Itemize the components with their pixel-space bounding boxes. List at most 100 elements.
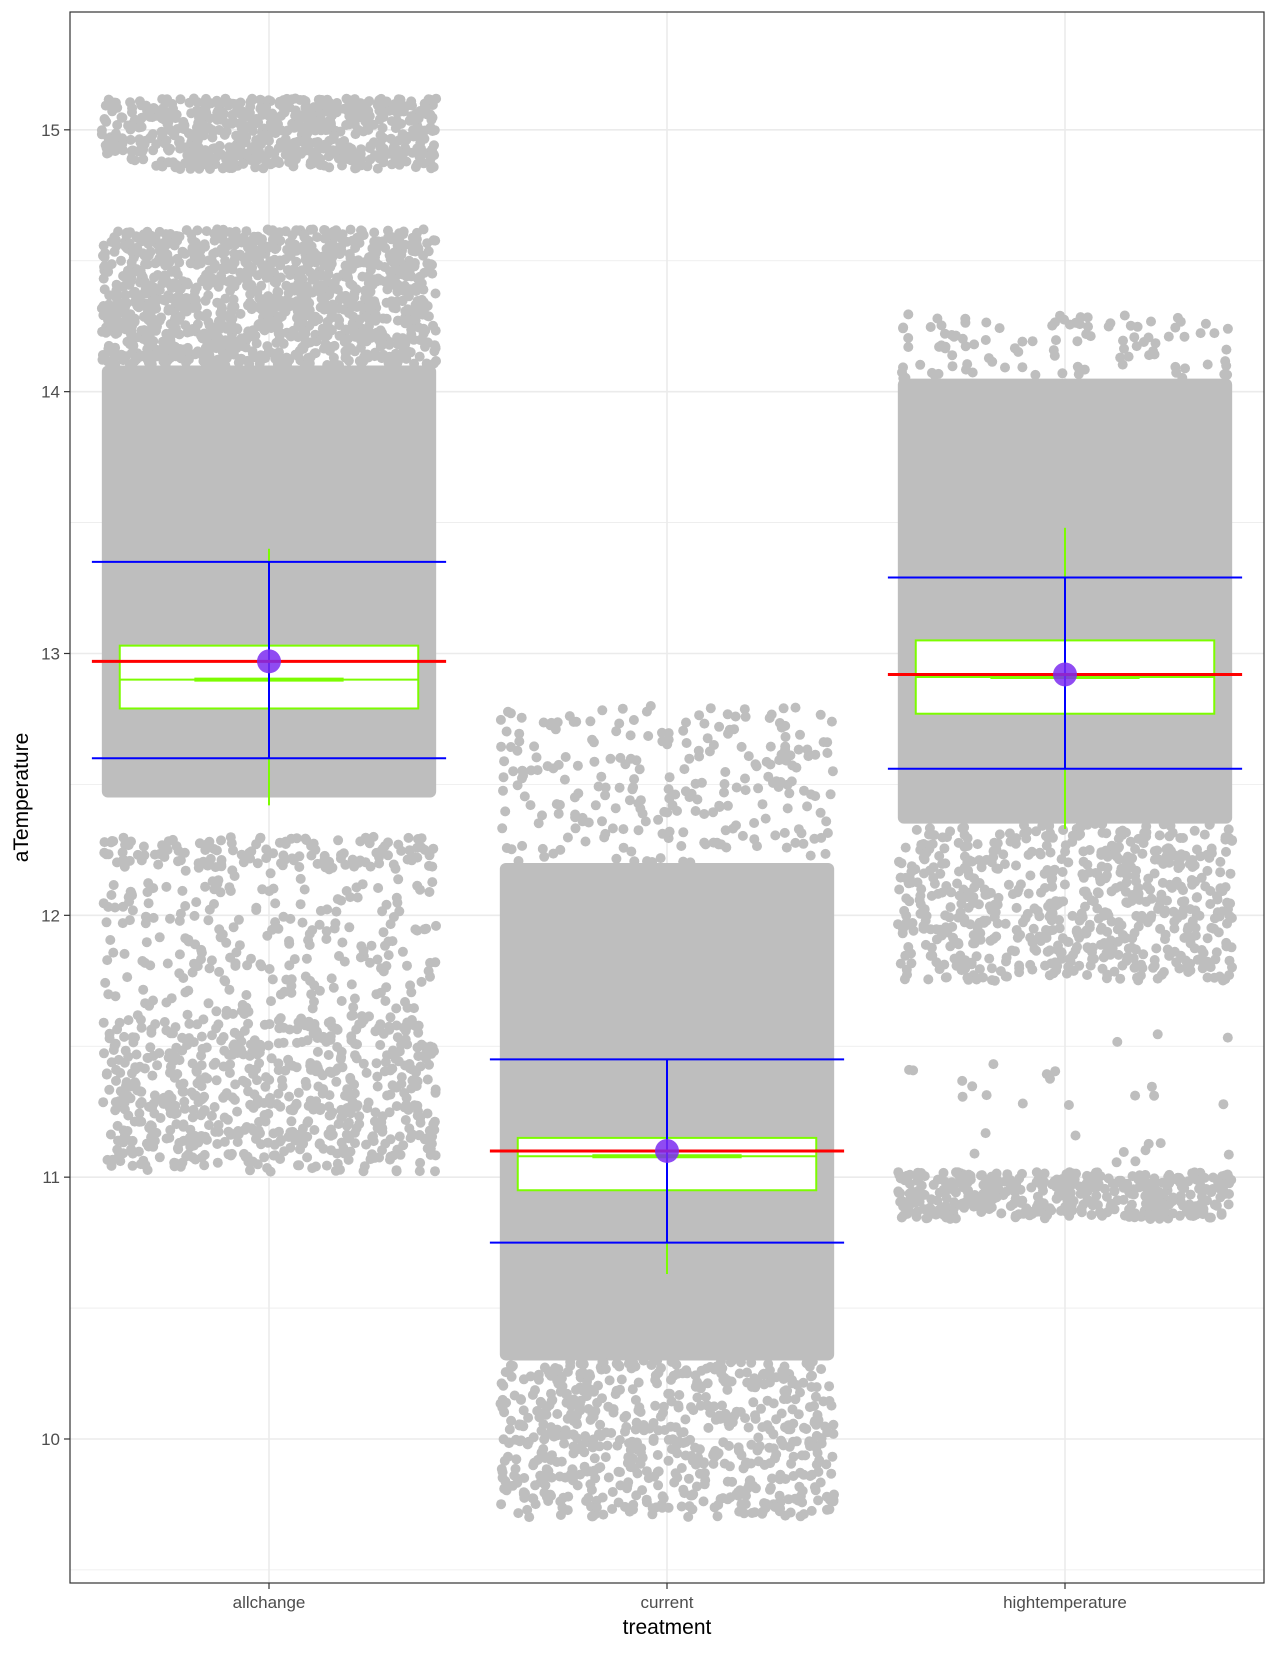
data-point: [919, 868, 929, 878]
data-point: [955, 912, 965, 922]
data-point: [191, 300, 201, 310]
data-point: [147, 1121, 157, 1131]
data-point: [399, 130, 409, 140]
data-point: [517, 713, 527, 723]
data-point: [336, 854, 346, 864]
data-point: [180, 848, 190, 858]
data-point: [209, 1060, 219, 1070]
data-point: [394, 94, 404, 104]
data-point: [118, 847, 128, 857]
data-point: [634, 825, 644, 835]
data-point: [311, 1162, 321, 1172]
data-point: [174, 137, 184, 147]
data-point: [274, 143, 284, 153]
data-point: [234, 150, 244, 160]
data-point: [955, 891, 965, 901]
data-point: [383, 837, 393, 847]
data-point: [618, 824, 628, 834]
data-point: [626, 847, 636, 857]
data-point: [563, 833, 573, 843]
data-point: [671, 1422, 681, 1432]
data-point: [139, 842, 149, 852]
data-point: [1216, 1185, 1226, 1195]
data-point: [664, 793, 674, 803]
data-point: [719, 788, 729, 798]
data-point: [294, 1133, 304, 1143]
data-point: [126, 135, 136, 145]
data-point: [568, 1475, 578, 1485]
data-point: [546, 1389, 556, 1399]
data-point: [1156, 1138, 1166, 1148]
data-point: [305, 929, 315, 939]
data-point: [145, 133, 155, 143]
data-point: [270, 898, 280, 908]
data-point: [1013, 933, 1023, 943]
data-point: [1120, 311, 1130, 321]
data-point: [497, 823, 507, 833]
data-point: [720, 779, 730, 789]
data-point: [120, 949, 130, 959]
data-point: [416, 109, 426, 119]
data-point: [816, 1364, 826, 1374]
data-point: [259, 294, 269, 304]
data-point: [275, 1102, 285, 1112]
data-point: [204, 837, 214, 847]
data-point: [750, 1410, 760, 1420]
data-point: [299, 232, 309, 242]
data-point: [262, 243, 272, 253]
data-point: [152, 1060, 162, 1070]
data-point: [802, 1358, 812, 1368]
data-point: [171, 265, 181, 275]
data-point: [649, 1436, 659, 1446]
data-point: [982, 1090, 992, 1100]
data-point: [283, 146, 293, 156]
data-point: [250, 162, 260, 172]
data-point: [1040, 869, 1050, 879]
data-point: [658, 1408, 668, 1418]
data-point: [738, 831, 748, 841]
data-point: [122, 228, 132, 238]
data-point: [350, 1039, 360, 1049]
data-point: [1116, 868, 1126, 878]
data-point: [424, 94, 434, 104]
data-point: [744, 751, 754, 761]
data-point: [256, 281, 266, 291]
data-point: [930, 879, 940, 889]
data-point: [318, 1089, 328, 1099]
data-point: [678, 827, 688, 837]
data-point: [970, 1149, 980, 1159]
data-point: [236, 354, 246, 364]
data-point: [664, 1456, 674, 1466]
data-point: [398, 343, 408, 353]
data-point: [717, 1401, 727, 1411]
data-point: [298, 325, 308, 335]
data-point: [511, 1454, 521, 1464]
data-point: [949, 332, 959, 342]
data-point: [1153, 1029, 1163, 1039]
data-point: [201, 296, 211, 306]
data-point: [1102, 948, 1112, 958]
data-point: [399, 227, 409, 237]
data-point: [261, 853, 271, 863]
data-point: [802, 745, 812, 755]
data-point: [322, 904, 332, 914]
data-point: [404, 833, 414, 843]
data-point: [298, 110, 308, 120]
data-point: [375, 114, 385, 124]
data-point: [578, 813, 588, 823]
data-point: [123, 1126, 133, 1136]
data-point: [197, 1060, 207, 1070]
data-point: [1130, 1156, 1140, 1166]
data-point: [507, 844, 517, 854]
data-point: [1178, 885, 1188, 895]
data-point: [131, 1064, 141, 1074]
data-point: [292, 1038, 302, 1048]
data-point: [164, 836, 174, 846]
data-point: [319, 161, 329, 171]
data-point: [325, 262, 335, 272]
data-point: [108, 948, 118, 958]
data-point: [284, 960, 294, 970]
data-point: [377, 906, 387, 916]
data-point: [984, 1204, 994, 1214]
data-point: [684, 754, 694, 764]
